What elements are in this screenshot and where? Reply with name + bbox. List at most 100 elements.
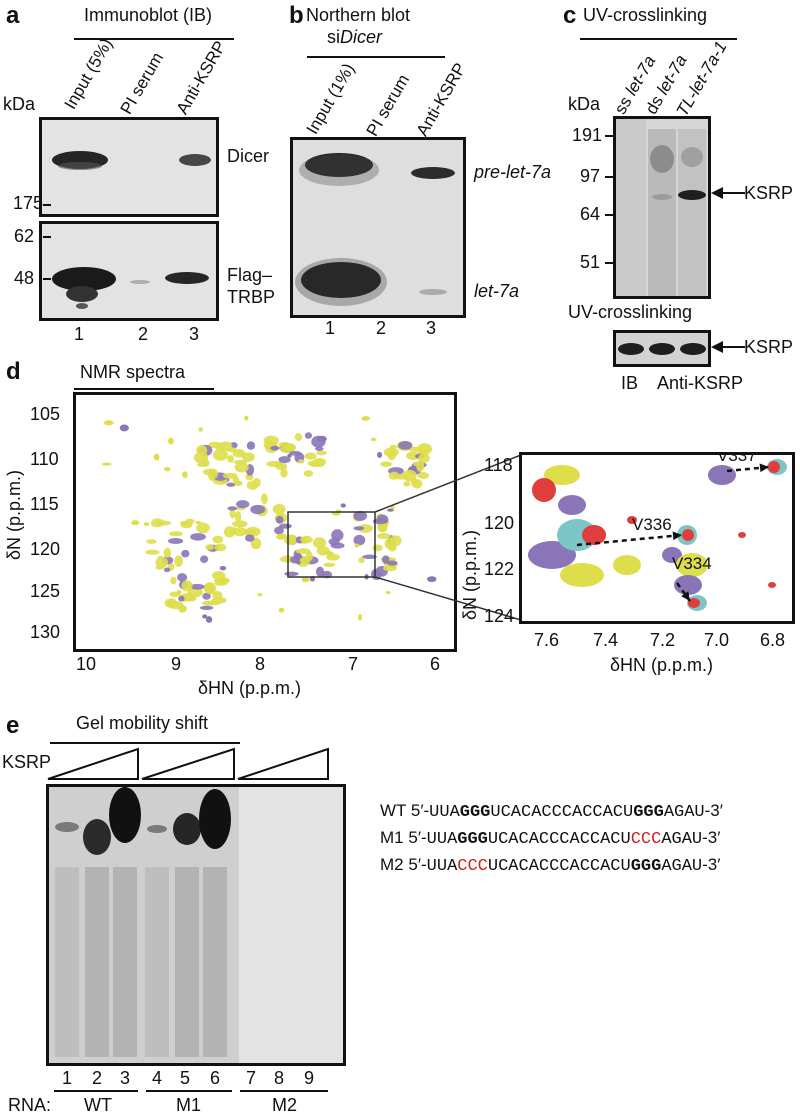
nmr-peak: [153, 453, 160, 461]
gel-lane-smear: [175, 867, 199, 1057]
gel-lane-smear: [203, 867, 227, 1057]
nmr-peak: [189, 583, 205, 590]
panel-e-lane-number: 3: [120, 1068, 131, 1088]
nmr-zoom-peak: [682, 529, 694, 541]
nmr-peak: [380, 461, 393, 467]
panel-a-kda-label: kDa: [3, 94, 36, 114]
panel-d-letter: d: [6, 358, 21, 385]
nmr-peak: [381, 555, 390, 564]
nmr-peak: [143, 522, 150, 527]
nmr-peak: [294, 433, 303, 442]
nmr-peak: [242, 452, 255, 462]
nmr-peak: [234, 462, 249, 473]
panel-c-ib-label: IB: [621, 373, 639, 393]
nmr-zoom-peak: [627, 516, 637, 524]
panel-e-group-wt: WT: [84, 1095, 112, 1115]
panel-d-zoom-ytick: 124: [484, 606, 515, 626]
gel-band: [199, 789, 231, 849]
panel-c-lower-ksrp-arrow: [711, 341, 745, 353]
nmr-peak: [202, 614, 208, 619]
nmr-peak: [193, 451, 209, 464]
nmr-peak: [323, 562, 336, 568]
nmr-shift-arrow: [726, 465, 770, 473]
nmr-peak: [326, 553, 340, 561]
nmr-peak: [325, 551, 334, 556]
panel-c-marker-64: 64: [580, 204, 601, 224]
nmr-residue-label: V334: [672, 554, 712, 573]
nmr-zoom-peak: [662, 547, 682, 563]
nmr-peak: [417, 472, 430, 479]
panel-a-dicer-blot: [39, 117, 219, 217]
panel-a-marker-62: 62: [14, 226, 35, 246]
nmr-peak: [230, 526, 237, 536]
nmr-peak: [372, 518, 388, 525]
panel-e-group-m2: M2: [272, 1095, 298, 1115]
nmr-peak: [202, 592, 211, 600]
nmr-peak: [212, 449, 229, 461]
panel-e-ksrp-label: KSRP: [2, 752, 52, 772]
panel-d-zoom-ytick: 120: [484, 513, 515, 533]
nmr-peak: [246, 441, 256, 450]
nmr-peak: [275, 515, 284, 524]
nmr-peak: [157, 556, 164, 560]
panel-c-title: UV-crosslinking: [583, 5, 708, 25]
nmr-peak: [229, 508, 236, 519]
nmr-peak: [219, 565, 227, 571]
nmr-peak: [274, 526, 284, 535]
nmr-peak: [214, 543, 227, 552]
nmr-peak: [383, 447, 399, 457]
nmr-peak: [232, 449, 246, 458]
panel-c-tick: [605, 135, 613, 137]
nmr-zoom-peak: [768, 582, 776, 588]
nmr-zoom-peak: [528, 541, 576, 569]
nmr-zoom-peak: [768, 461, 780, 473]
nmr-peak: [119, 424, 129, 432]
panel-d-title: NMR spectra: [80, 362, 186, 382]
nmr-peak: [357, 524, 373, 533]
nmr-peak: [178, 595, 185, 602]
panel-c-letter: c: [563, 2, 577, 29]
panel-c-marker-97: 97: [580, 166, 601, 186]
panel-a-title-rule: [74, 38, 234, 40]
nmr-peak: [245, 534, 255, 542]
panel-c-ksrp-label: KSRP: [744, 183, 794, 203]
panel-c-kda-label: kDa: [568, 94, 601, 114]
nmr-peak: [427, 576, 437, 583]
panel-e-ksrp-gradient-wedges: [47, 747, 329, 780]
panel-d-zoom-xtick: 7.4: [593, 630, 619, 650]
nmr-peak: [316, 435, 327, 443]
panel-b-northern-blot: [290, 137, 466, 318]
panel-e-lane-number: 4: [152, 1068, 163, 1088]
nmr-peak: [315, 566, 325, 577]
nmr-peak: [398, 440, 413, 450]
nmr-peak: [301, 576, 310, 583]
panel-e-lane-number: 6: [210, 1068, 221, 1088]
panel-e-lane-number: 7: [246, 1068, 257, 1088]
nmr-peak: [370, 437, 377, 442]
panel-b-let7a-label: let-7a: [474, 281, 520, 301]
panel-c-tick: [605, 262, 613, 264]
nmr-peak: [146, 539, 157, 544]
panel-a-tick: [43, 278, 51, 280]
panel-b-letter: b: [289, 2, 304, 29]
panel-e-lane-number: 5: [180, 1068, 191, 1088]
panel-d-xtick: 6: [430, 654, 441, 674]
nmr-peak: [176, 589, 182, 595]
nmr-peak: [196, 522, 210, 534]
nmr-peak: [196, 462, 209, 467]
nmr-peak: [295, 548, 311, 555]
panel-e-rna-label: RNA:: [8, 1095, 52, 1115]
panel-d-ytick: 120: [30, 539, 61, 559]
nmr-peak: [218, 577, 230, 584]
nmr-peak: [340, 503, 346, 508]
panel-d-ytick: 105: [30, 404, 61, 424]
nmr-peak: [300, 535, 313, 544]
panel-b-title-rule: [307, 56, 445, 58]
panel-e-group-rule: [146, 1090, 232, 1092]
panel-a-marker-175: 175: [13, 193, 44, 213]
nmr-peak: [389, 535, 402, 547]
nmr-peak: [202, 468, 217, 476]
nmr-zoom-peak: [738, 532, 746, 538]
nmr-peak: [257, 592, 263, 597]
nmr-peak: [170, 576, 177, 585]
